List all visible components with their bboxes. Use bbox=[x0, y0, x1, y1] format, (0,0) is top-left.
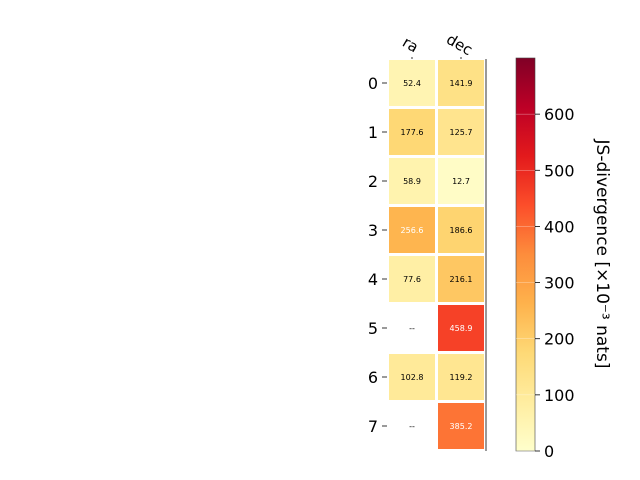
heatmap-plot: ra dec 0 52.4 141.9 1 177.6 125.7 2 58.9 12.7 3 256.… bbox=[368, 30, 487, 451]
colorbar-tick-label-200: 200 bbox=[544, 330, 575, 349]
y-tick-label-0: 0 bbox=[368, 74, 378, 93]
cell-value-dec-2: 12.7 bbox=[452, 177, 470, 186]
cell-value-dec-0: 141.9 bbox=[450, 79, 473, 88]
y-tick-label-6: 6 bbox=[368, 368, 378, 387]
colorbar-label: JS-divergence [×10⁻³ nats] bbox=[592, 139, 612, 369]
heatmap-cell-ra-3 bbox=[388, 206, 436, 254]
cell-value-dec-1: 125.7 bbox=[450, 128, 473, 137]
y-tick-label-1: 1 bbox=[368, 123, 378, 142]
colorbar-tick-label-100: 100 bbox=[544, 386, 575, 405]
cell-value-dec-3: 186.6 bbox=[450, 226, 473, 235]
colorbar-tick-label-600: 600 bbox=[544, 105, 575, 124]
y-tick-label-5: 5 bbox=[368, 319, 378, 338]
colorbar-tick-label-300: 300 bbox=[544, 274, 575, 293]
heatmap-cell-ra-2 bbox=[388, 157, 436, 205]
y-tick-label-2: 2 bbox=[368, 172, 378, 191]
cell-value-ra-6: 102.8 bbox=[401, 373, 424, 382]
cell-value-ra-4: 77.6 bbox=[403, 275, 421, 284]
heatmap-cell-dec-2 bbox=[437, 157, 485, 205]
cell-value-dec-5: 458.9 bbox=[450, 324, 473, 333]
cell-value-ra-1: 177.6 bbox=[401, 128, 424, 137]
cell-value-dec-6: 119.2 bbox=[450, 373, 473, 382]
heatmap-cell-ra-6 bbox=[388, 353, 436, 401]
heatmap-cell-dec-4 bbox=[437, 255, 485, 303]
colorbar-tick-label-0: 0 bbox=[544, 442, 554, 461]
heatmap-cell-ra-4 bbox=[388, 255, 436, 303]
cell-value-ra-7: -- bbox=[409, 422, 415, 431]
cell-value-dec-7: 385.2 bbox=[450, 422, 473, 431]
heatmap-cell-dec-0 bbox=[437, 59, 485, 107]
x-tick-label-dec: dec bbox=[443, 30, 475, 59]
colorbar-tick-label-400: 400 bbox=[544, 217, 575, 236]
y-tick-label-3: 3 bbox=[368, 221, 378, 240]
cell-value-ra-5: -- bbox=[409, 324, 415, 333]
cell-value-ra-0: 52.4 bbox=[403, 79, 421, 88]
colorbar: JS-divergence [×10⁻³ nats] 0 100 200 300 400… bbox=[515, 57, 612, 461]
cell-value-ra-2: 58.9 bbox=[403, 177, 421, 186]
cell-value-dec-4: 216.1 bbox=[450, 275, 473, 284]
heatmap-cell-dec-3 bbox=[437, 206, 485, 254]
colorbar-tick-label-500: 500 bbox=[544, 161, 575, 180]
heatmap-cell-ra-0 bbox=[388, 59, 436, 107]
y-tick-label-4: 4 bbox=[368, 270, 378, 289]
y-tick-label-7: 7 bbox=[368, 417, 378, 436]
heatmap-cell-dec-7 bbox=[437, 402, 485, 450]
heatmap-cell-dec-5 bbox=[437, 304, 485, 352]
x-tick-label-ra: ra bbox=[399, 33, 421, 56]
colorbar-gradient bbox=[515, 57, 536, 452]
heatmap-cell-dec-6 bbox=[437, 353, 485, 401]
heatmap-cell-ra-1 bbox=[388, 108, 436, 156]
heatmap-cell-dec-1 bbox=[437, 108, 485, 156]
cell-value-ra-3: 256.6 bbox=[401, 226, 424, 235]
